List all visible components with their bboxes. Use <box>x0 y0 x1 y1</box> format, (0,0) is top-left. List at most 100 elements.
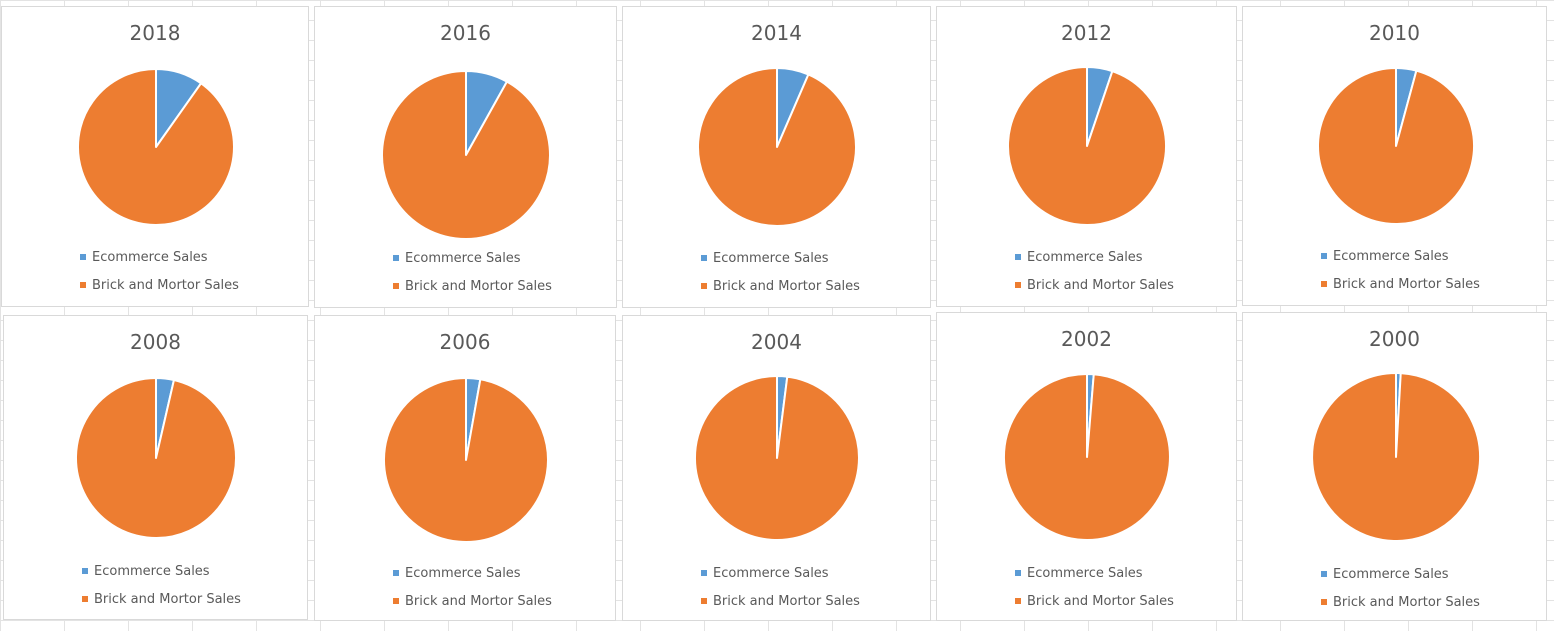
chart-legend: Ecommerce Sales Brick and Mortor Sales <box>701 244 860 300</box>
legend-label: Ecommerce Sales <box>1333 248 1449 264</box>
legend-swatch <box>1321 599 1327 605</box>
legend-entry-brick-and-mortor-sales[interactable]: Brick and Mortor Sales <box>1015 587 1174 615</box>
legend-label: Ecommerce Sales <box>405 565 521 581</box>
pie-slice-brick-and-mortor-sales[interactable] <box>693 375 860 541</box>
legend-swatch <box>1015 282 1021 288</box>
legend-entry-ecommerce-sales[interactable]: Ecommerce Sales <box>1015 243 1174 271</box>
pie-slice-brick-and-mortor-sales[interactable] <box>1006 66 1167 226</box>
chart-legend: Ecommerce Sales Brick and Mortor Sales <box>1015 243 1174 299</box>
legend-label: Ecommerce Sales <box>94 563 210 579</box>
legend-entry-ecommerce-sales[interactable]: Ecommerce Sales <box>701 559 860 587</box>
legend-swatch <box>393 570 399 576</box>
legend-entry-ecommerce-sales[interactable]: Ecommerce Sales <box>701 244 860 272</box>
legend-label: Ecommerce Sales <box>1027 565 1143 581</box>
legend-entry-ecommerce-sales[interactable]: Ecommerce Sales <box>1321 560 1480 588</box>
chart-legend: Ecommerce Sales Brick and Mortor Sales <box>82 557 241 613</box>
pie-slice-brick-and-mortor-sales[interactable] <box>1311 372 1482 542</box>
chart-title: 2000 <box>1369 327 1420 351</box>
pie-plot <box>382 377 549 543</box>
legend-label: Ecommerce Sales <box>713 565 829 581</box>
legend-entry-ecommerce-sales[interactable]: Ecommerce Sales <box>393 244 552 272</box>
pie-slice-brick-and-mortor-sales[interactable] <box>381 70 551 240</box>
chart-legend: Ecommerce Sales Brick and Mortor Sales <box>1015 559 1174 615</box>
legend-label: Ecommerce Sales <box>1333 566 1449 582</box>
legend-entry-ecommerce-sales[interactable]: Ecommerce Sales <box>80 243 239 271</box>
legend-entry-brick-and-mortor-sales[interactable]: Brick and Mortor Sales <box>701 272 860 300</box>
pie-chart-2014[interactable]: 2014 Ecommerce Sales Brick and Mortor Sale… <box>622 6 931 308</box>
pie-slice-brick-and-mortor-sales[interactable] <box>696 67 857 227</box>
pie-plot <box>76 68 235 226</box>
chart-title: 2010 <box>1369 21 1420 45</box>
pie-plot <box>381 70 551 240</box>
legend-swatch <box>1321 281 1327 287</box>
pie-chart-2002[interactable]: 2002 Ecommerce Sales Brick and Mortor Sale… <box>936 312 1237 621</box>
legend-entry-ecommerce-sales[interactable]: Ecommerce Sales <box>1015 559 1174 587</box>
legend-label: Brick and Mortor Sales <box>405 593 552 609</box>
pie-plot <box>696 67 857 227</box>
legend-label: Brick and Mortor Sales <box>1027 277 1174 293</box>
legend-swatch <box>82 568 88 574</box>
legend-label: Brick and Mortor Sales <box>1027 593 1174 609</box>
legend-label: Brick and Mortor Sales <box>713 278 860 294</box>
pie-plot <box>1002 373 1171 541</box>
pie-slice-brick-and-mortor-sales[interactable] <box>1317 67 1476 225</box>
chart-title: 2004 <box>751 330 802 354</box>
legend-swatch <box>393 255 399 261</box>
legend-entry-brick-and-mortor-sales[interactable]: Brick and Mortor Sales <box>82 585 241 613</box>
pie-chart-2004[interactable]: 2004 Ecommerce Sales Brick and Mortor Sale… <box>622 315 931 621</box>
legend-swatch <box>1321 571 1327 577</box>
pie-plot <box>74 377 237 539</box>
legend-swatch <box>1015 570 1021 576</box>
pie-slice-brick-and-mortor-sales[interactable] <box>382 377 549 543</box>
pie-chart-2000[interactable]: 2000 Ecommerce Sales Brick and Mortor Sale… <box>1242 312 1547 621</box>
legend-entry-brick-and-mortor-sales[interactable]: Brick and Mortor Sales <box>80 271 239 299</box>
legend-entry-brick-and-mortor-sales[interactable]: Brick and Mortor Sales <box>701 587 860 615</box>
legend-entry-ecommerce-sales[interactable]: Ecommerce Sales <box>1321 242 1480 270</box>
pie-plot <box>1311 371 1482 542</box>
chart-title: 2016 <box>440 21 491 45</box>
pie-chart-2010[interactable]: 2010 Ecommerce Sales Brick and Mortor Sale… <box>1242 6 1547 306</box>
legend-swatch <box>701 255 707 261</box>
chart-title: 2012 <box>1061 21 1112 45</box>
pie-chart-2016[interactable]: 2016 Ecommerce Sales Brick and Mortor Sale… <box>314 6 617 308</box>
legend-swatch <box>1015 254 1021 260</box>
pie-slice-brick-and-mortor-sales[interactable] <box>1002 373 1171 541</box>
chart-title: 2018 <box>129 21 181 45</box>
legend-entry-brick-and-mortor-sales[interactable]: Brick and Mortor Sales <box>1321 270 1480 298</box>
legend-entry-brick-and-mortor-sales[interactable]: Brick and Mortor Sales <box>1015 271 1174 299</box>
pie-chart-2008[interactable]: 2008 Ecommerce Sales Brick and Mortor Sale… <box>3 315 308 620</box>
pie-slice-brick-and-mortor-sales[interactable] <box>76 68 235 226</box>
pie-chart-2012[interactable]: 2012 Ecommerce Sales Brick and Mortor Sale… <box>936 6 1237 307</box>
legend-entry-brick-and-mortor-sales[interactable]: Brick and Mortor Sales <box>393 587 552 615</box>
legend-swatch <box>393 283 399 289</box>
legend-label: Brick and Mortor Sales <box>713 593 860 609</box>
legend-swatch <box>80 254 86 260</box>
legend-label: Ecommerce Sales <box>92 249 208 265</box>
chart-legend: Ecommerce Sales Brick and Mortor Sales <box>1321 242 1480 298</box>
legend-label: Brick and Mortor Sales <box>92 277 239 293</box>
legend-entry-ecommerce-sales[interactable]: Ecommerce Sales <box>393 559 552 587</box>
chart-title: 2006 <box>439 330 491 354</box>
chart-legend: Ecommerce Sales Brick and Mortor Sales <box>393 559 552 615</box>
pie-chart-2018[interactable]: 2018 Ecommerce Sales Brick and Mortor Sale… <box>1 6 309 307</box>
pie-slice-brick-and-mortor-sales[interactable] <box>74 377 237 539</box>
legend-entry-brick-and-mortor-sales[interactable]: Brick and Mortor Sales <box>393 272 552 300</box>
legend-label: Ecommerce Sales <box>1027 249 1143 265</box>
legend-label: Brick and Mortor Sales <box>405 278 552 294</box>
pie-plot <box>1006 66 1167 226</box>
legend-swatch <box>1321 253 1327 259</box>
legend-label: Ecommerce Sales <box>713 250 829 266</box>
pie-plot <box>693 375 860 541</box>
legend-entry-ecommerce-sales[interactable]: Ecommerce Sales <box>82 557 241 585</box>
chart-title: 2014 <box>751 21 802 45</box>
chart-legend: Ecommerce Sales Brick and Mortor Sales <box>393 244 552 300</box>
legend-entry-brick-and-mortor-sales[interactable]: Brick and Mortor Sales <box>1321 588 1480 616</box>
pie-chart-2006[interactable]: 2006 Ecommerce Sales Brick and Mortor Sale… <box>314 315 616 621</box>
legend-label: Brick and Mortor Sales <box>1333 276 1480 292</box>
chart-title: 2008 <box>130 330 181 354</box>
legend-swatch <box>701 283 707 289</box>
legend-swatch <box>701 598 707 604</box>
chart-title: 2002 <box>1061 327 1112 351</box>
legend-swatch <box>1015 598 1021 604</box>
legend-swatch <box>393 598 399 604</box>
